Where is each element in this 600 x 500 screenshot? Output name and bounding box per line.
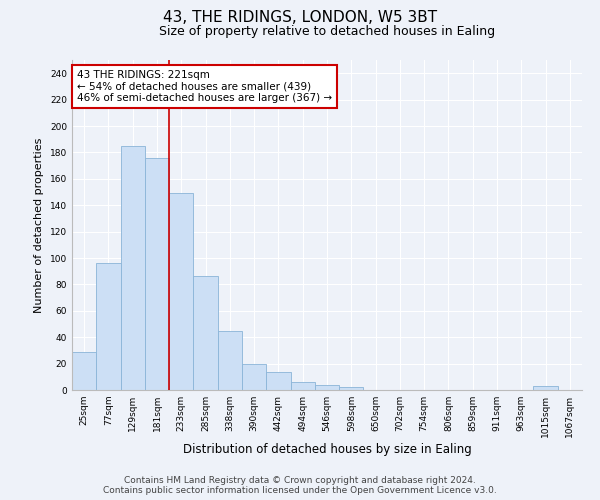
Bar: [533, 386, 558, 390]
Text: Contains HM Land Registry data © Crown copyright and database right 2024.
Contai: Contains HM Land Registry data © Crown c…: [103, 476, 497, 495]
Bar: [169, 194, 193, 390]
Bar: [290, 382, 315, 390]
Bar: [315, 384, 339, 390]
Bar: [121, 146, 145, 390]
Bar: [339, 388, 364, 390]
Title: Size of property relative to detached houses in Ealing: Size of property relative to detached ho…: [159, 25, 495, 38]
Bar: [193, 276, 218, 390]
Bar: [218, 330, 242, 390]
Text: 43 THE RIDINGS: 221sqm
← 54% of detached houses are smaller (439)
46% of semi-de: 43 THE RIDINGS: 221sqm ← 54% of detached…: [77, 70, 332, 103]
X-axis label: Distribution of detached houses by size in Ealing: Distribution of detached houses by size …: [182, 442, 472, 456]
Text: 43, THE RIDINGS, LONDON, W5 3BT: 43, THE RIDINGS, LONDON, W5 3BT: [163, 10, 437, 25]
Bar: [72, 352, 96, 390]
Y-axis label: Number of detached properties: Number of detached properties: [34, 138, 44, 312]
Bar: [242, 364, 266, 390]
Bar: [145, 158, 169, 390]
Bar: [266, 372, 290, 390]
Bar: [96, 264, 121, 390]
